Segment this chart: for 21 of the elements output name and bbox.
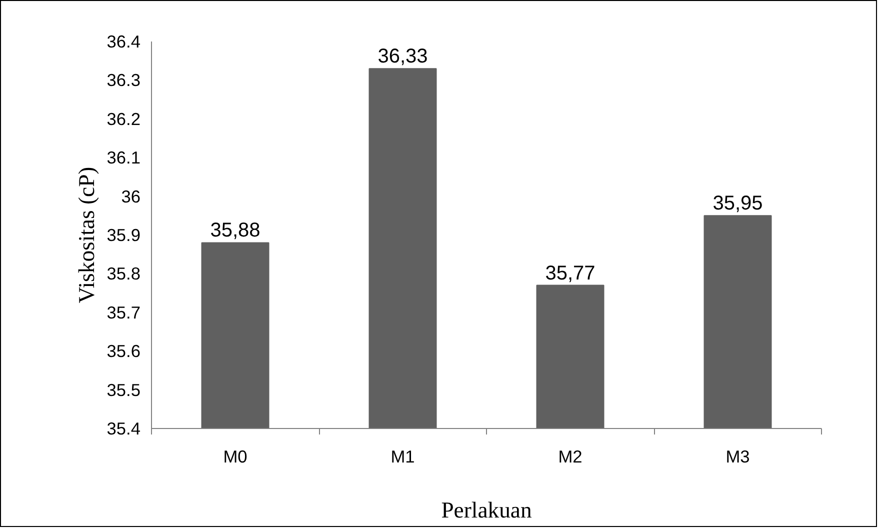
y-tick-label: 35.8 — [106, 264, 141, 284]
y-tick-label: 35.4 — [106, 418, 141, 438]
x-axis-title: Perlakuan — [441, 498, 532, 522]
y-tick-label: 36.3 — [106, 70, 141, 90]
y-tick-label: 35.9 — [106, 225, 141, 245]
y-tick-label: 36 — [121, 186, 141, 206]
y-tick-label: 35.7 — [106, 302, 141, 322]
y-tick-label: 36.4 — [106, 32, 141, 52]
data-label: 35,77 — [545, 262, 596, 284]
y-tick-label: 36.2 — [106, 108, 141, 129]
y-tick-label: 35.5 — [106, 380, 141, 400]
y-axis-title: Viskositas (cP) — [74, 166, 99, 304]
x-tick-label: M1 — [390, 446, 415, 466]
y-tick-label: 35.6 — [106, 341, 141, 362]
data-label: 35,88 — [210, 220, 260, 242]
data-label: 36,33 — [378, 46, 428, 68]
y-tick-label: 36.1 — [106, 148, 141, 168]
data-label: 35,95 — [712, 192, 763, 215]
x-tick-label: M0 — [223, 446, 248, 466]
x-tick-label: M3 — [726, 446, 750, 466]
x-tick-label: M2 — [558, 446, 582, 466]
